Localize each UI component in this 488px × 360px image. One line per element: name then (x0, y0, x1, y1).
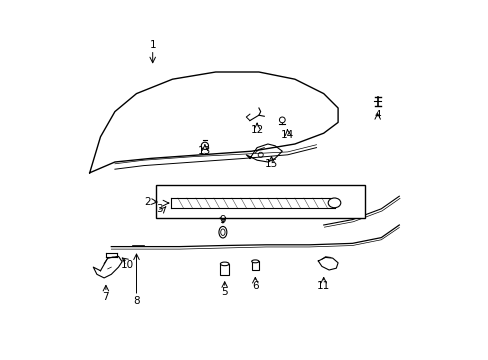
Ellipse shape (220, 262, 228, 266)
Text: 15: 15 (264, 159, 278, 169)
Ellipse shape (327, 198, 340, 208)
Bar (251, 261, 258, 270)
Text: 5: 5 (221, 287, 227, 297)
Ellipse shape (219, 226, 226, 238)
Bar (220, 264, 228, 275)
Text: 7: 7 (102, 292, 109, 302)
Text: 11: 11 (316, 281, 330, 291)
Text: 8: 8 (133, 296, 140, 306)
Text: 2: 2 (143, 197, 150, 207)
Bar (156, 185, 365, 218)
Text: 10: 10 (121, 260, 134, 270)
Text: 6: 6 (251, 281, 258, 291)
Text: 1: 1 (149, 40, 156, 50)
Text: 14: 14 (281, 130, 294, 140)
Text: 3: 3 (156, 204, 163, 214)
Text: 12: 12 (250, 125, 263, 135)
Text: 13: 13 (198, 146, 211, 156)
Ellipse shape (220, 229, 224, 235)
Text: 4: 4 (374, 110, 380, 120)
Text: 9: 9 (219, 215, 226, 225)
Ellipse shape (251, 260, 258, 263)
